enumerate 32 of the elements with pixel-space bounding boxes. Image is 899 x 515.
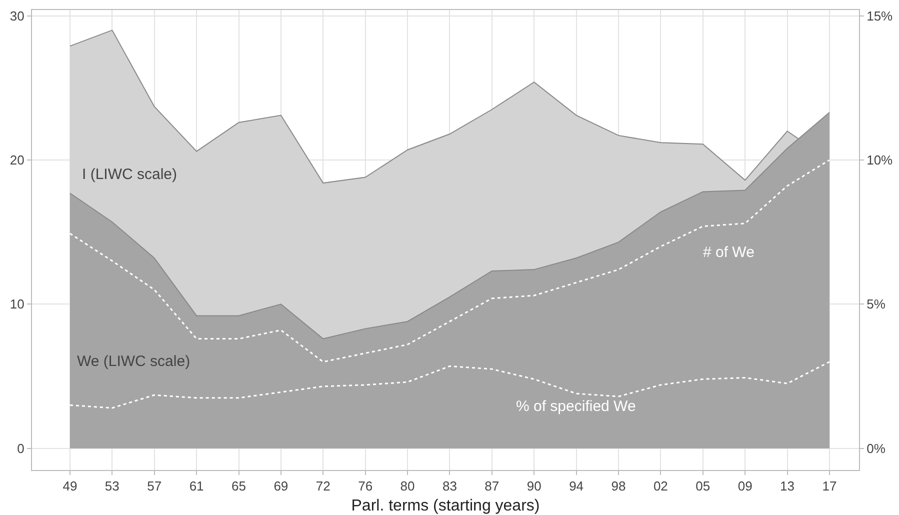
x-tick-label: 05: [696, 478, 710, 494]
y2-tick-label: 5%: [866, 296, 886, 312]
x-tick-label: 76: [358, 478, 373, 494]
series-label: We (LIWC scale): [77, 353, 190, 370]
y-tick-label: 20: [10, 152, 24, 168]
x-tick-label: 57: [147, 478, 162, 494]
x-tick-label: 94: [569, 478, 584, 494]
x-tick-label: 49: [62, 478, 78, 494]
y-tick-label: 0: [17, 440, 24, 456]
x-tick-label: 80: [400, 478, 415, 494]
series-label: # of We: [703, 244, 754, 261]
x-tick-label: 90: [526, 478, 542, 494]
x-tick-label: 17: [822, 478, 837, 494]
x-tick-label: 98: [611, 478, 626, 494]
x-tick-label: 87: [484, 478, 500, 494]
y2-tick-label: 0%: [866, 440, 886, 456]
y2-tick-label: 10%: [866, 152, 894, 168]
x-tick-label: 72: [316, 478, 330, 494]
y-tick-label: 30: [10, 8, 24, 24]
x-tick-label: 13: [780, 478, 795, 494]
series-label: I (LIWC scale): [82, 166, 178, 183]
x-tick-label: 09: [738, 478, 752, 494]
x-axis-title: Parl. terms (starting years): [351, 497, 540, 514]
series-label: % of specified We: [516, 398, 636, 415]
x-tick-label: 69: [274, 478, 288, 494]
x-tick-label: 83: [442, 478, 457, 494]
x-tick-label: 61: [189, 478, 204, 494]
y-tick-label: 10: [10, 296, 24, 312]
x-tick-label: 65: [232, 478, 246, 494]
y2-tick-label: 15%: [866, 8, 894, 24]
x-tick-label: 53: [104, 478, 120, 494]
x-tick-label: 02: [653, 478, 668, 494]
